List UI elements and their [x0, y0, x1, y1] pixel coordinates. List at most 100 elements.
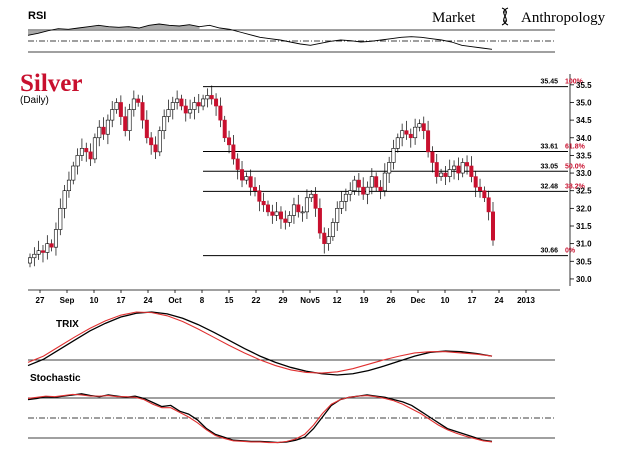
- candle-body: [374, 176, 379, 188]
- date-tick-label: 26: [387, 296, 396, 305]
- candle-body: [79, 148, 84, 156]
- candle-body: [478, 186, 483, 192]
- candle-body: [45, 243, 50, 253]
- candle-body: [486, 197, 491, 213]
- date-tick-label: 29: [279, 296, 288, 305]
- candle-body: [244, 176, 249, 181]
- candle-body: [382, 172, 387, 192]
- candle-body: [231, 144, 236, 160]
- stochastic-d-line: [27, 393, 493, 444]
- candle-body: [283, 218, 288, 223]
- candle-body: [421, 123, 426, 132]
- date-tick-label: 27: [36, 296, 45, 305]
- candle-body: [330, 222, 335, 237]
- date-axis-ticks: 27 Sep 10 17 24 Oct 8 15 22 29 Nov5 12 19 26 Dec 10 17 24…: [36, 290, 535, 305]
- price-tick-label: 34.0: [576, 134, 592, 143]
- price-tick-label: 32.0: [576, 204, 592, 213]
- candle-body: [287, 215, 292, 223]
- candle-body: [408, 133, 413, 139]
- candle-body: [404, 130, 409, 135]
- trix-signal-line: [27, 311, 493, 374]
- candle-body: [214, 98, 219, 107]
- date-tick-label: 24: [144, 296, 153, 305]
- fib-price-label: 30.66: [540, 248, 558, 255]
- candle-body: [430, 151, 435, 163]
- candle-body: [123, 116, 128, 132]
- candle-body: [175, 98, 180, 103]
- candle-body: [49, 243, 54, 248]
- date-tick-label: 12: [333, 296, 342, 305]
- rsi-overbought-fill: [28, 24, 200, 36]
- rsi-line: [27, 23, 493, 50]
- price-tick-label: 30.5: [576, 257, 592, 266]
- date-tick-label: 2013: [517, 296, 535, 305]
- fib-price-label: 33.05: [540, 163, 558, 170]
- brand-logo: Market Anthropology: [432, 7, 606, 26]
- candle-body: [58, 208, 63, 230]
- fibonacci-levels: 35.45 100% 33.61 61.8% 33.05 50.0% 32.48 38.2% 3…: [203, 79, 586, 257]
- fib-pct-label: 61.8%: [565, 144, 586, 151]
- candle-body: [417, 123, 422, 128]
- candle-body: [75, 155, 80, 167]
- candle-body: [140, 102, 145, 121]
- price-tick-label: 34.5: [576, 116, 592, 125]
- price-tick-label: 35.0: [576, 98, 592, 107]
- candle-body: [426, 130, 431, 153]
- trix-line: [27, 311, 493, 376]
- price-tick-label: 32.5: [576, 187, 592, 196]
- candle-body: [369, 176, 374, 188]
- candle-body: [27, 257, 32, 264]
- candle-body: [361, 186, 366, 195]
- candle-body: [97, 126, 102, 139]
- candle-body: [53, 229, 58, 248]
- date-tick-label: 10: [441, 296, 450, 305]
- candle-body: [443, 172, 448, 177]
- candle-body: [257, 190, 262, 202]
- date-tick-label: 17: [468, 296, 477, 305]
- candle-body: [136, 98, 141, 103]
- candle-body: [222, 119, 227, 139]
- candle-body: [144, 119, 149, 139]
- candle-body: [105, 119, 110, 135]
- candle-body: [92, 137, 97, 160]
- fib-pct-label: 38.2%: [565, 183, 586, 190]
- chart-subtitle: (Daily): [20, 95, 49, 106]
- fib-price-label: 33.61: [540, 144, 558, 151]
- candle-body: [235, 158, 240, 170]
- candle-body: [278, 211, 283, 220]
- date-tick-label: Oct: [168, 296, 182, 305]
- candle-body: [270, 211, 275, 216]
- candle-body: [343, 193, 348, 202]
- date-tick-label: 10: [90, 296, 99, 305]
- candle-body: [40, 250, 45, 253]
- fib-pct-label: 0%: [565, 248, 576, 255]
- chart-title: Silver: [20, 70, 83, 97]
- candle-body: [378, 186, 383, 192]
- candle-body: [88, 151, 93, 160]
- candle-body: [218, 105, 223, 121]
- brand-word-anthropology: Anthropology: [521, 10, 606, 26]
- candle-body: [387, 162, 392, 174]
- candle-body: [317, 208, 322, 234]
- candle-body: [356, 179, 361, 188]
- candle-body: [162, 116, 167, 132]
- price-tick-label: 35.5: [576, 81, 592, 90]
- candle-body: [131, 98, 136, 110]
- price-tick-label: 33.5: [576, 151, 592, 160]
- candle-body: [413, 126, 418, 139]
- candle-body: [248, 176, 253, 188]
- candle-body: [101, 126, 106, 135]
- candle-body: [183, 105, 188, 114]
- date-tick-label: 8: [200, 296, 205, 305]
- candle-body: [114, 102, 119, 110]
- candle-body: [265, 204, 270, 213]
- candle-body: [127, 109, 132, 132]
- date-tick-label: 17: [117, 296, 126, 305]
- candle-body: [452, 165, 457, 170]
- fib-price-label: 35.45: [540, 79, 558, 86]
- candle-body: [201, 98, 206, 107]
- candle-body: [291, 204, 296, 216]
- candle-body: [490, 211, 495, 241]
- candle-body: [188, 109, 193, 114]
